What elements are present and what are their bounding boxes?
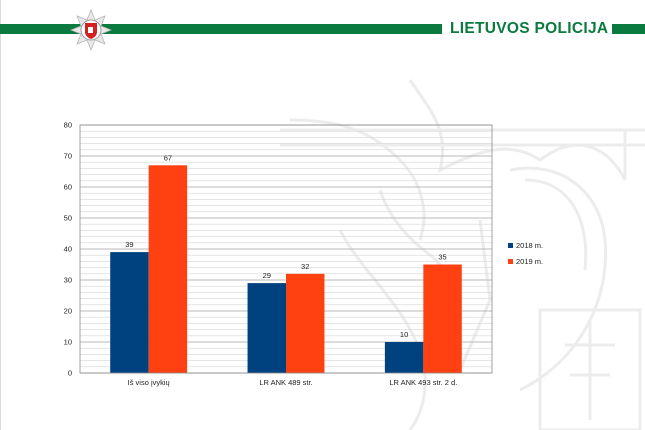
bar-value-label: 39 [125,240,133,249]
legend: 2018 m. 2019 m. [508,241,543,266]
y-tick-label: 80 [64,121,72,130]
x-category-label: Iš viso įvykių [128,378,170,387]
bar-series-1 [384,342,424,373]
bar-series-2 [148,165,188,373]
bar-value-label: 10 [400,330,408,339]
y-tick-label: 50 [64,214,72,223]
y-tick-label: 60 [64,183,72,192]
bar-series-1 [247,283,286,373]
police-star-emblem-icon [70,9,112,51]
y-tick-label: 70 [64,152,72,161]
labels: 0 10 20 30 40 50 60 70 80 Iš viso įvykių 39 67 LR AN… [64,121,458,388]
y-tick-label: 30 [64,276,72,285]
brand-title: LIETUVOS POLICIJA [450,20,609,37]
y-tick-label: 0 [68,369,72,378]
bars [110,165,462,373]
legend-label: 2018 m. [516,241,543,250]
x-category-label: LR ANK 493 str. 2 d. [389,378,457,387]
y-tick-label: 10 [64,338,72,347]
x-category-label: LR ANK 489 str. [259,378,312,387]
bar-series-2 [423,264,462,373]
bar-value-label: 29 [263,271,271,280]
coat-of-arms-watermark-icon [280,79,645,430]
axes [79,124,493,374]
bar-value-label: 35 [438,253,446,262]
slide-edge [0,0,1,430]
bar-series-2 [286,273,325,373]
y-tick-label: 40 [64,245,72,254]
bar-value-label: 67 [164,153,172,162]
legend-swatch [508,243,513,248]
legend-swatch [508,259,513,264]
bar-value-label: 32 [301,262,309,271]
plot-area-border [79,124,493,374]
header-band-right [612,24,645,34]
header-band-left [0,24,442,34]
bar-series-1 [110,252,149,373]
legend-label: 2019 m. [516,257,543,266]
y-tick-label: 20 [64,307,72,316]
